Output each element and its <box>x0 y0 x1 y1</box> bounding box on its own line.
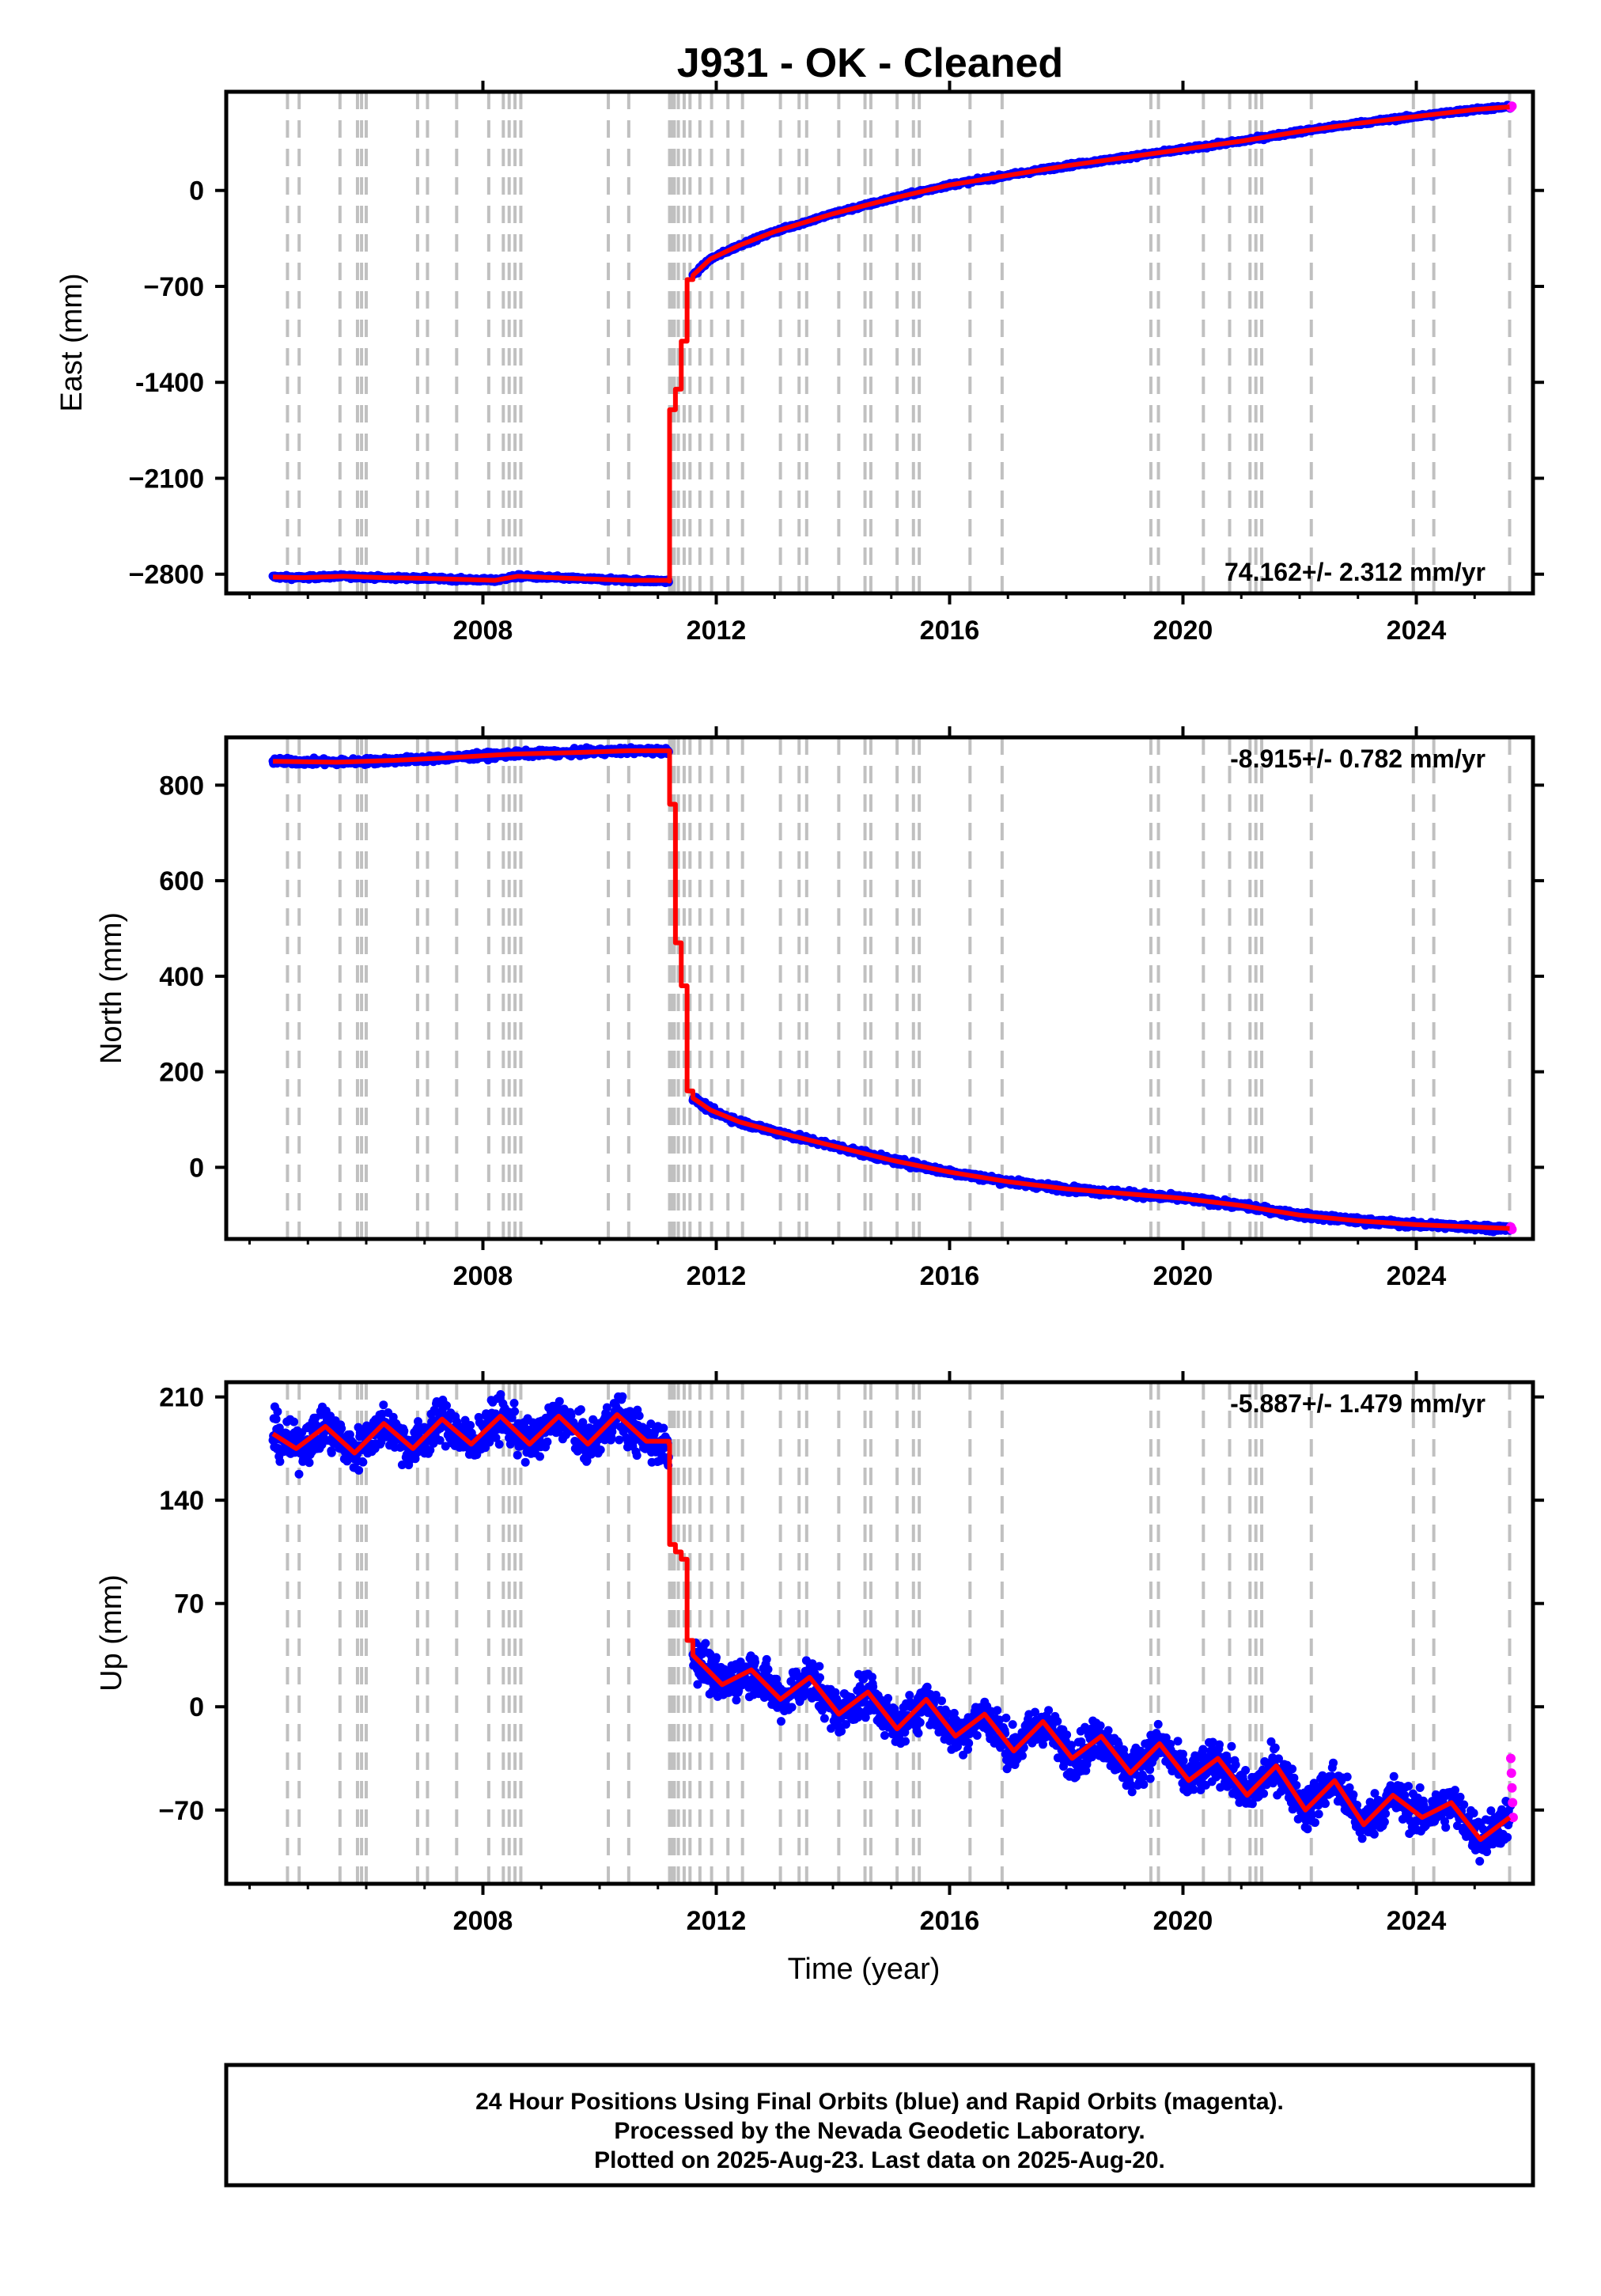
y-axis-label: East (mm) <box>55 273 89 411</box>
panels: 2008 2012 2016 2020 2024 0 −700 -1400 −2100 −2800… <box>55 81 1544 1986</box>
plot-frame <box>224 89 1535 596</box>
y-tick-label: 0 <box>189 176 204 206</box>
y-tick-label: -1400 <box>135 368 204 398</box>
y-tick-label: −2100 <box>129 464 205 494</box>
event-lines <box>286 92 1512 593</box>
rate-label: 74.162+/- 2.312 mm/yr <box>1224 558 1486 586</box>
final-points <box>268 100 1516 588</box>
x-tick-label: 2008 <box>453 616 513 646</box>
x-tick-label: 2020 <box>1153 616 1213 646</box>
x-tick-label: 2024 <box>1387 616 1447 646</box>
model-line <box>272 104 1510 584</box>
panel-east: 2008 2012 2016 2020 2024 0 −700 -1400 −2100 −2800… <box>55 81 1544 646</box>
x-tick-label: 2012 <box>687 616 747 646</box>
y-tick-label: −700 <box>143 272 204 302</box>
y-tick-label: −2800 <box>129 560 205 590</box>
figure-title: J931 - OK - Cleaned <box>677 40 1063 86</box>
x-tick-label: 2016 <box>920 616 980 646</box>
